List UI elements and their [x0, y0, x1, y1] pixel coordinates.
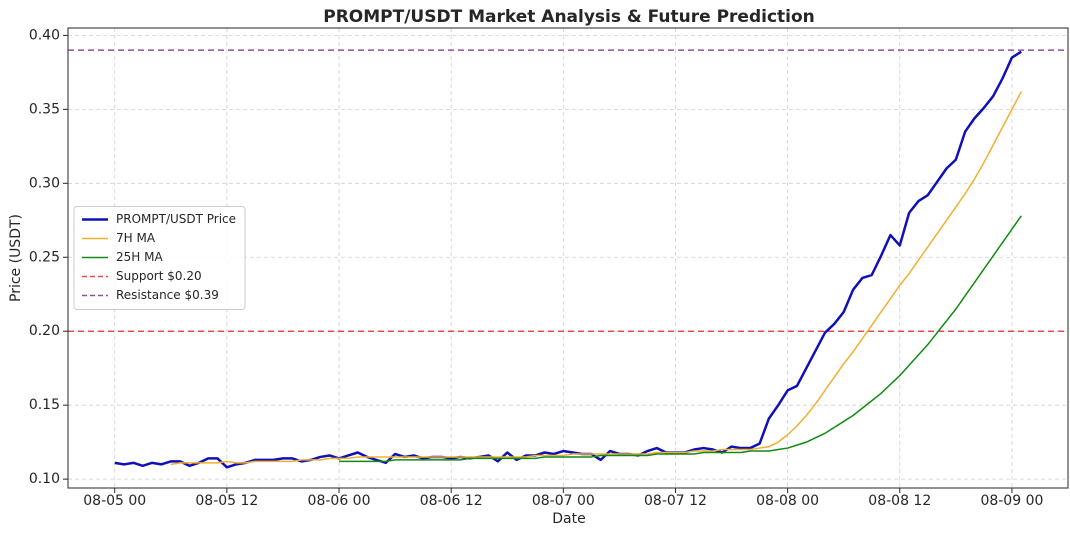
y-axis-label: Price (USDT)	[8, 214, 24, 302]
legend-label: 7H MA	[116, 231, 156, 245]
x-tick-label: 08-08 12	[868, 493, 931, 509]
legend-label: Support $0.20	[116, 269, 202, 283]
y-tick-label: 0.20	[29, 323, 60, 339]
legend-label: 25H MA	[116, 250, 163, 264]
legend-box	[73, 206, 246, 310]
legend-label: Resistance $0.39	[116, 288, 219, 302]
y-tick-label: 0.35	[29, 101, 60, 117]
x-tick-label: 08-05 12	[195, 493, 258, 509]
series-line	[339, 215, 1022, 463]
x-tick-label: 08-06 12	[420, 493, 483, 509]
x-tick-label: 08-06 00	[308, 493, 371, 509]
plot-frame	[67, 27, 1069, 489]
x-tick-label: 08-07 00	[532, 493, 595, 509]
chart-title: PROMPT/USDT Market Analysis & Future Pre…	[323, 7, 815, 27]
y-tick-label: 0.10	[29, 471, 60, 487]
x-tick-label: 08-09 00	[980, 493, 1043, 509]
y-tick-label: 0.30	[29, 175, 60, 191]
y-tick-label: 0.15	[29, 397, 60, 413]
series-line	[114, 50, 1022, 469]
x-tick-label: 08-07 12	[644, 493, 707, 509]
x-tick-label: 08-08 00	[756, 493, 819, 509]
x-axis-label: Date	[552, 511, 585, 527]
x-tick-label: 08-05 00	[83, 493, 146, 509]
legend-label: PROMPT/USDT Price	[116, 212, 236, 226]
y-tick-label: 0.25	[29, 249, 60, 265]
y-tick-label: 0.40	[29, 27, 60, 43]
series-line	[170, 91, 1022, 466]
